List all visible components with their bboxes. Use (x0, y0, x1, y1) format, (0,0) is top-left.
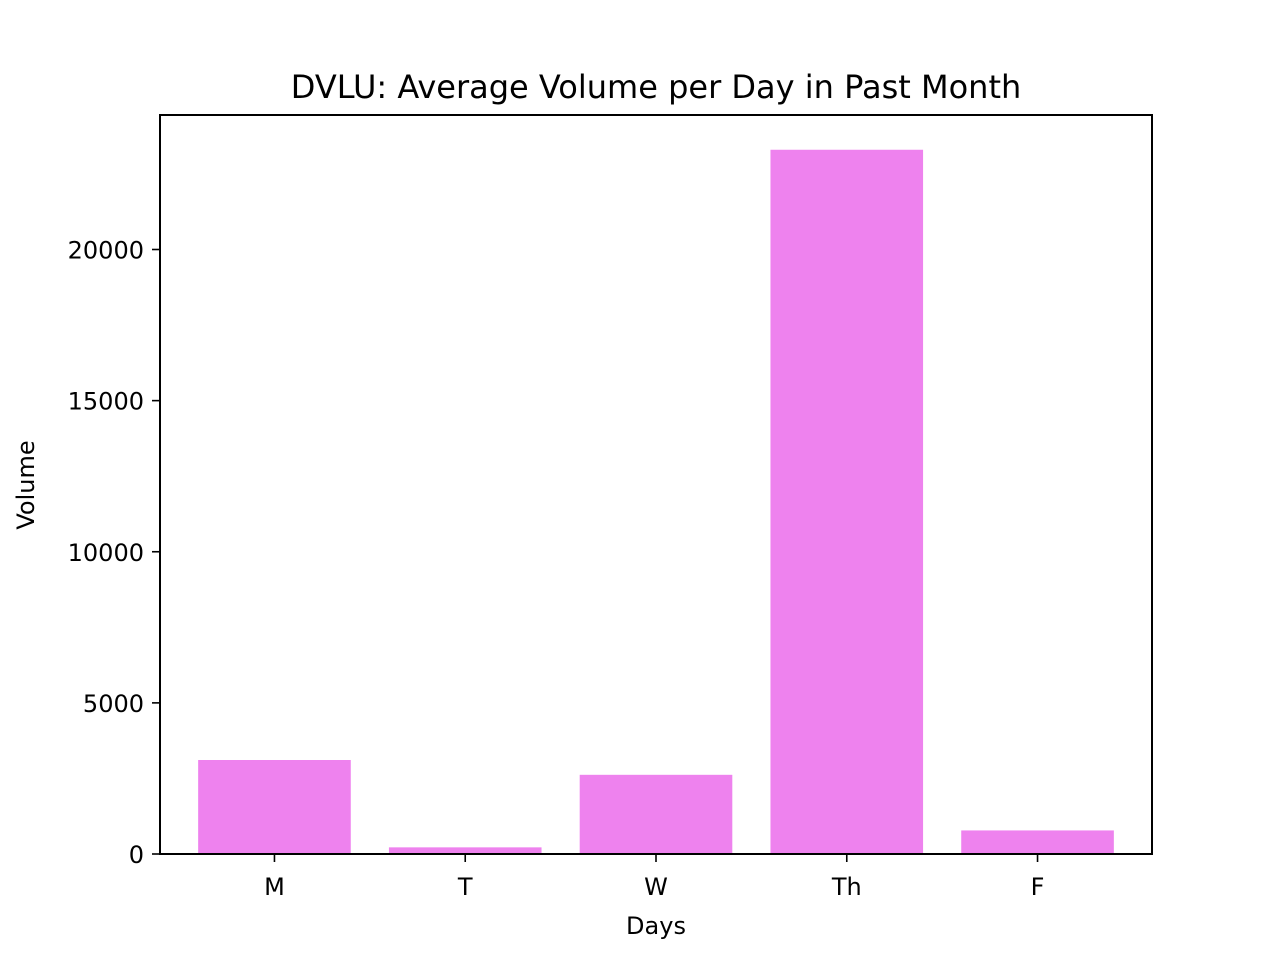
x-tick-label: W (644, 873, 668, 901)
x-tick-label: T (457, 873, 473, 901)
x-axis-label: Days (626, 912, 686, 940)
y-tick-label: 10000 (68, 539, 144, 567)
bar-w (579, 774, 733, 854)
y-axis: 0 5000 10000 15000 20000 (68, 237, 160, 869)
bar-t (388, 847, 542, 854)
bar-m (198, 760, 351, 854)
bar-f (961, 830, 1114, 854)
x-axis: M T W Th F (264, 854, 1044, 901)
y-tick-label: 20000 (68, 237, 144, 265)
chart-title: DVLU: Average Volume per Day in Past Mon… (291, 68, 1022, 106)
y-tick-label: 0 (129, 841, 144, 869)
x-tick-label: Th (831, 873, 862, 901)
y-tick-label: 5000 (83, 690, 144, 718)
bar-th (770, 149, 924, 855)
y-axis-label: Volume (12, 440, 40, 529)
y-tick-label: 15000 (68, 388, 144, 416)
bars-group (198, 149, 1114, 855)
x-tick-label: F (1031, 873, 1045, 901)
x-tick-label: M (264, 873, 285, 901)
